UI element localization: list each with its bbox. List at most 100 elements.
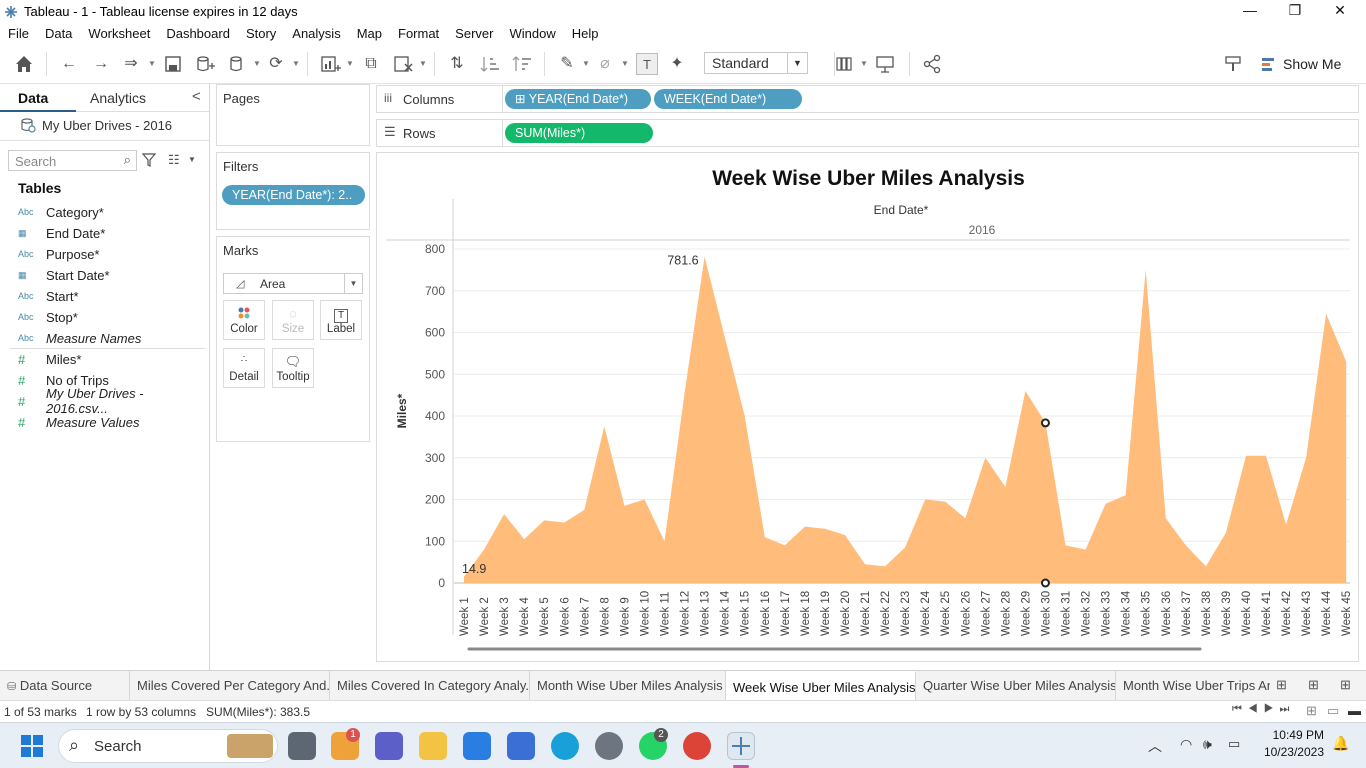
filters-card[interactable]: Filters YEAR(End Date*): 2.. <box>216 152 370 230</box>
clock-time[interactable]: 10:49 PM <box>1272 728 1324 742</box>
sort-descending-icon[interactable] <box>511 53 533 75</box>
clock-date[interactable]: 10/23/2023 <box>1263 745 1324 759</box>
format-painter-icon[interactable] <box>1222 53 1244 75</box>
field-item[interactable]: Abc Category* <box>18 202 104 222</box>
menu-dashboard[interactable]: Dashboard <box>166 26 230 41</box>
filmstrip-icon[interactable]: ▭ <box>1327 703 1340 718</box>
swap-rows-columns-icon[interactable]: ⇅ <box>450 55 464 72</box>
field-item[interactable]: # Measure Values <box>18 412 139 432</box>
filter-pill-year[interactable]: YEAR(End Date*): 2.. <box>222 185 365 205</box>
menu-help[interactable]: Help <box>571 26 599 41</box>
collapse-pane-icon[interactable]: < <box>192 88 201 105</box>
highlight-icon[interactable]: ✎ <box>560 55 574 72</box>
task-view-icon[interactable] <box>288 732 316 760</box>
menu-server[interactable]: Server <box>455 26 494 41</box>
mark-type-dropdown[interactable]: ◿ Area ▼ <box>223 273 363 294</box>
tab-sheet-5[interactable]: Quarter Wise Uber Miles Analysis <box>916 671 1116 701</box>
new-dashboard-tab-icon[interactable]: ⊞ <box>1308 677 1319 692</box>
show-me-button[interactable]: Show Me <box>1283 56 1342 72</box>
redo-icon[interactable]: → <box>93 55 109 72</box>
new-worksheet-tab-icon[interactable]: ⊞ <box>1276 677 1287 692</box>
save-icon[interactable] <box>162 53 184 75</box>
share-icon[interactable] <box>921 53 943 75</box>
menu-format[interactable]: Format <box>398 26 440 41</box>
chevron-down-icon[interactable]: ▼ <box>346 59 354 68</box>
tableau-taskbar-icon[interactable] <box>727 732 755 760</box>
settings-icon[interactable] <box>595 732 623 760</box>
store-icon[interactable] <box>463 732 491 760</box>
windows-start-icon[interactable] <box>21 735 43 757</box>
clear-sheet-icon[interactable] <box>392 53 414 75</box>
columns-shelf[interactable]: iii Columns ⊞ YEAR(End Date*) WEEK(End D… <box>376 85 1359 113</box>
restore-button[interactable]: ❐ <box>1288 2 1302 18</box>
rows-shelf[interactable]: ☰ Rows SUM(Miles*) <box>376 119 1359 147</box>
view-options-icon[interactable]: ☷ <box>168 152 180 167</box>
new-datasource-icon[interactable] <box>194 53 216 75</box>
field-item[interactable]: ▦ End Date* <box>18 223 105 243</box>
sheet-navigation-icon[interactable]: ⏮◀▶⏭ <box>1232 703 1296 715</box>
datasource-name[interactable]: My Uber Drives - 2016 <box>42 118 173 133</box>
chevron-down-icon[interactable]: ▼ <box>582 59 590 68</box>
replay-icon[interactable]: ⇒ <box>124 55 138 72</box>
duplicate-sheet-icon[interactable]: ⧉ <box>365 55 377 72</box>
menu-file[interactable]: File <box>8 26 29 41</box>
teams-chat-icon[interactable] <box>375 732 403 760</box>
tab-sheet-2[interactable]: Miles Covered In Category Analy... <box>330 671 530 701</box>
presentation-icon[interactable] <box>874 53 896 75</box>
tab-data[interactable]: Data <box>18 90 49 106</box>
chevron-down-icon[interactable]: ▼ <box>292 59 300 68</box>
columns-pill-year[interactable]: ⊞ YEAR(End Date*) <box>505 89 651 109</box>
taskbar-search[interactable]: ⌕ Search <box>58 729 278 763</box>
minimize-button[interactable]: — <box>1243 2 1257 18</box>
field-item[interactable]: # No of Trips <box>18 370 109 390</box>
field-item[interactable]: ▦ Start Date* <box>18 265 110 285</box>
rows-pill-miles[interactable]: SUM(Miles*) <box>505 123 653 143</box>
menu-story[interactable]: Story <box>245 26 277 41</box>
tooltip-button[interactable]: 🗨 Tooltip <box>272 348 314 388</box>
battery-icon[interactable]: ▭ <box>1228 736 1241 751</box>
color-button[interactable]: Color <box>223 300 265 340</box>
field-item[interactable]: Abc Start* <box>18 286 79 306</box>
pages-card[interactable]: Pages <box>216 84 370 146</box>
tab-data-source[interactable]: ⛁ Data Source <box>0 671 130 701</box>
fit-dropdown[interactable]: Standard ▼ <box>704 52 808 74</box>
attach-icon[interactable]: ⌀ <box>600 55 610 72</box>
filter-icon[interactable] <box>141 152 157 168</box>
tab-analytics[interactable]: Analytics <box>90 90 147 106</box>
refresh-icon[interactable]: ⟳ <box>269 55 283 72</box>
wifi-icon[interactable]: ◠ <box>1180 736 1193 752</box>
tab-sheet-1[interactable]: Miles Covered Per Category And... <box>130 671 330 701</box>
show-cards-icon[interactable] <box>834 53 856 75</box>
chevron-down-icon[interactable]: ▼ <box>148 59 156 68</box>
sort-ascending-icon[interactable] <box>479 53 501 75</box>
copilot-icon[interactable] <box>507 732 535 760</box>
menu-worksheet[interactable]: Worksheet <box>88 26 151 41</box>
menu-data[interactable]: Data <box>44 26 73 41</box>
show-mark-labels-icon[interactable]: T <box>636 53 658 75</box>
pin-icon[interactable]: ✦ <box>670 55 684 72</box>
label-button[interactable]: T Label <box>320 300 362 340</box>
size-button[interactable]: ◌ Size <box>272 300 314 340</box>
new-worksheet-icon[interactable] <box>319 53 341 75</box>
chevron-down-icon[interactable]: ▼ <box>621 59 629 68</box>
field-item[interactable]: # My Uber Drives - 2016.csv... <box>18 386 209 416</box>
field-item[interactable]: Abc Measure Names <box>18 328 141 348</box>
chevron-down-icon[interactable]: ▼ <box>860 59 868 68</box>
sheet-sorter-icon[interactable]: ⊞ <box>1306 703 1317 718</box>
field-item[interactable]: Abc Stop* <box>18 307 78 327</box>
field-item[interactable]: Abc Purpose* <box>18 244 99 264</box>
menu-map[interactable]: Map <box>356 26 382 41</box>
tab-sheet-4-active[interactable]: Week Wise Uber Miles Analysis <box>726 671 916 701</box>
show-me-icon[interactable] <box>1259 53 1281 75</box>
chevron-down-icon[interactable]: ▼ <box>419 59 427 68</box>
tab-sheet-3[interactable]: Month Wise Uber Miles Analysis <box>530 671 726 701</box>
file-explorer-icon[interactable] <box>419 732 447 760</box>
chevron-up-icon[interactable]: ︿ <box>1148 738 1162 754</box>
chrome-icon[interactable] <box>683 732 711 760</box>
search-input[interactable]: Search ⌕ <box>8 150 137 171</box>
field-item[interactable]: # Miles* <box>18 349 81 369</box>
menu-analysis[interactable]: Analysis <box>292 26 341 41</box>
area-chart[interactable]: End Date* 2016 0 100 200 300 400 500 600 700 800 Mi… <box>377 153 1358 661</box>
detail-button[interactable]: ∴ Detail <box>223 348 265 388</box>
undo-icon[interactable]: ← <box>61 55 77 72</box>
